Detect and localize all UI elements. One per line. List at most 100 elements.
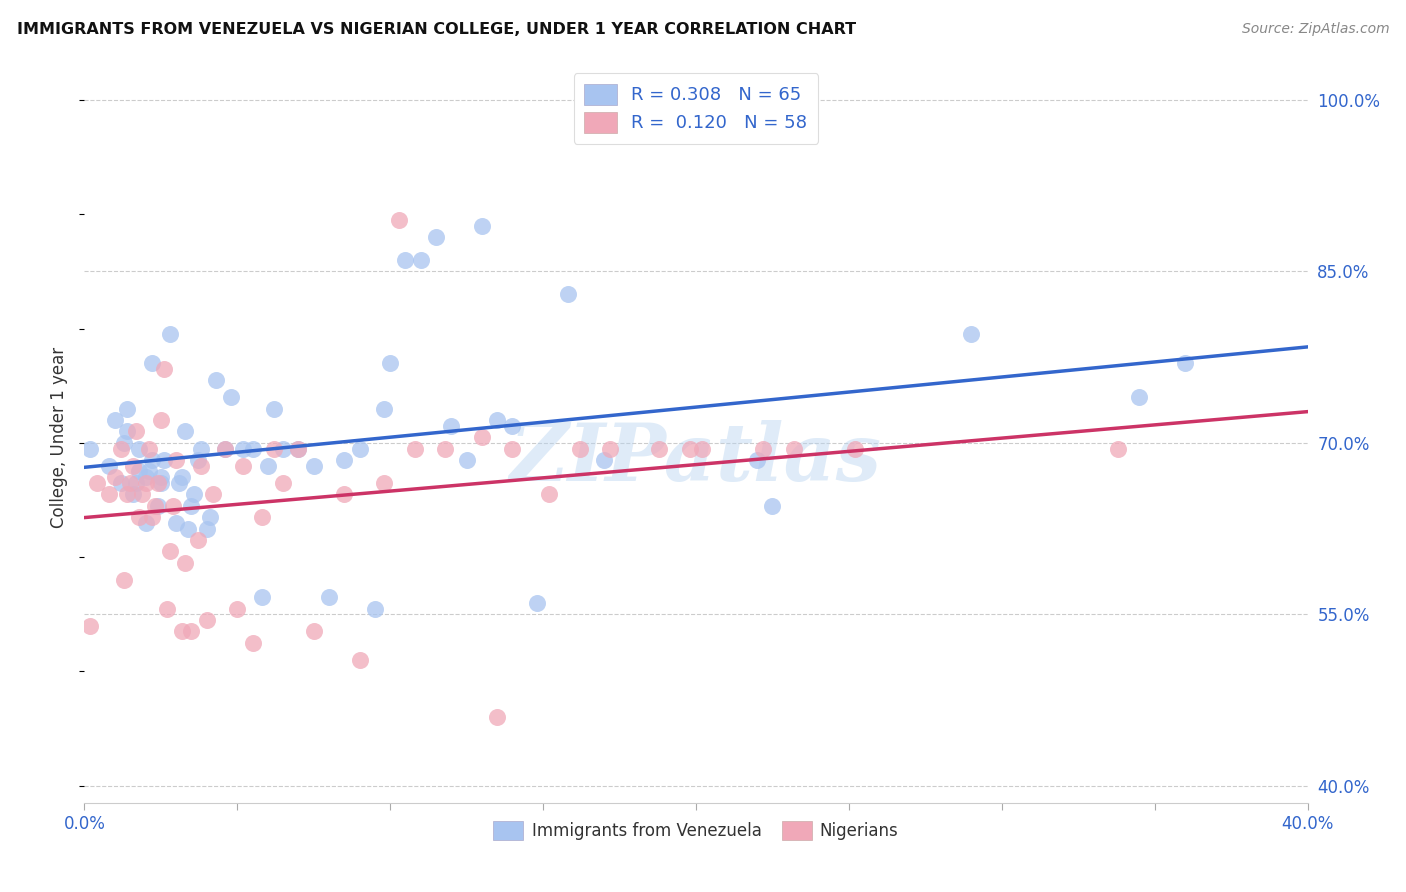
Point: [557, 287, 579, 301]
Point: [141, 510, 163, 524]
Point: [120, 475, 142, 490]
Point: [960, 327, 983, 342]
Point: [486, 413, 509, 427]
Point: [349, 653, 371, 667]
Point: [149, 413, 172, 427]
Point: [404, 442, 426, 456]
Legend: Immigrants from Venezuela, Nigerians: Immigrants from Venezuela, Nigerians: [486, 814, 905, 847]
Point: [752, 442, 775, 456]
Point: [143, 499, 166, 513]
Point: [648, 442, 671, 456]
Point: [153, 453, 176, 467]
Point: [174, 425, 197, 439]
Point: [149, 470, 172, 484]
Point: [257, 458, 280, 473]
Point: [112, 573, 135, 587]
Point: [242, 636, 264, 650]
Point: [159, 544, 181, 558]
Text: Source: ZipAtlas.com: Source: ZipAtlas.com: [1241, 22, 1389, 37]
Text: IMMIGRANTS FROM VENEZUELA VS NIGERIAN COLLEGE, UNDER 1 YEAR CORRELATION CHART: IMMIGRANTS FROM VENEZUELA VS NIGERIAN CO…: [17, 22, 856, 37]
Point: [250, 510, 273, 524]
Point: [174, 556, 197, 570]
Point: [146, 499, 169, 513]
Point: [177, 521, 200, 535]
Point: [214, 442, 236, 456]
Point: [434, 442, 457, 456]
Point: [425, 230, 447, 244]
Point: [747, 453, 769, 467]
Point: [679, 442, 702, 456]
Point: [242, 442, 264, 456]
Point: [287, 442, 309, 456]
Point: [373, 475, 395, 490]
Point: [122, 487, 145, 501]
Point: [287, 442, 309, 456]
Point: [195, 521, 218, 535]
Point: [1174, 356, 1197, 370]
Y-axis label: College, Under 1 year: College, Under 1 year: [51, 346, 69, 528]
Point: [128, 464, 150, 478]
Point: [135, 475, 157, 490]
Point: [471, 430, 494, 444]
Point: [502, 418, 524, 433]
Point: [226, 601, 249, 615]
Point: [456, 453, 478, 467]
Point: [79, 618, 101, 632]
Point: [167, 475, 190, 490]
Point: [502, 442, 524, 456]
Point: [162, 499, 184, 513]
Point: [141, 453, 163, 467]
Point: [128, 442, 150, 456]
Point: [380, 356, 402, 370]
Point: [201, 487, 224, 501]
Point: [138, 464, 160, 478]
Point: [599, 442, 621, 456]
Point: [131, 487, 153, 501]
Point: [232, 442, 254, 456]
Point: [1107, 442, 1129, 456]
Point: [159, 327, 181, 342]
Point: [79, 442, 101, 456]
Point: [190, 458, 212, 473]
Point: [568, 442, 591, 456]
Point: [135, 516, 157, 530]
Point: [195, 613, 218, 627]
Point: [538, 487, 561, 501]
Point: [186, 533, 208, 547]
Point: [388, 213, 411, 227]
Point: [165, 453, 187, 467]
Point: [115, 425, 138, 439]
Point: [271, 442, 294, 456]
Point: [186, 453, 208, 467]
Point: [271, 475, 294, 490]
Point: [219, 390, 242, 404]
Point: [302, 458, 325, 473]
Point: [440, 418, 463, 433]
Point: [333, 453, 356, 467]
Point: [526, 596, 548, 610]
Point: [156, 601, 179, 615]
Point: [138, 442, 160, 456]
Point: [97, 458, 120, 473]
Point: [364, 601, 387, 615]
Point: [153, 361, 176, 376]
Point: [165, 516, 187, 530]
Point: [86, 475, 108, 490]
Point: [844, 442, 866, 456]
Point: [783, 442, 806, 456]
Point: [263, 442, 285, 456]
Point: [172, 624, 194, 639]
Point: [128, 510, 150, 524]
Point: [690, 442, 713, 456]
Point: [115, 401, 138, 416]
Point: [172, 470, 194, 484]
Point: [146, 475, 169, 490]
Point: [180, 624, 202, 639]
Point: [302, 624, 325, 639]
Point: [232, 458, 254, 473]
Point: [1128, 390, 1150, 404]
Point: [349, 442, 371, 456]
Point: [333, 487, 356, 501]
Point: [183, 487, 205, 501]
Point: [593, 453, 616, 467]
